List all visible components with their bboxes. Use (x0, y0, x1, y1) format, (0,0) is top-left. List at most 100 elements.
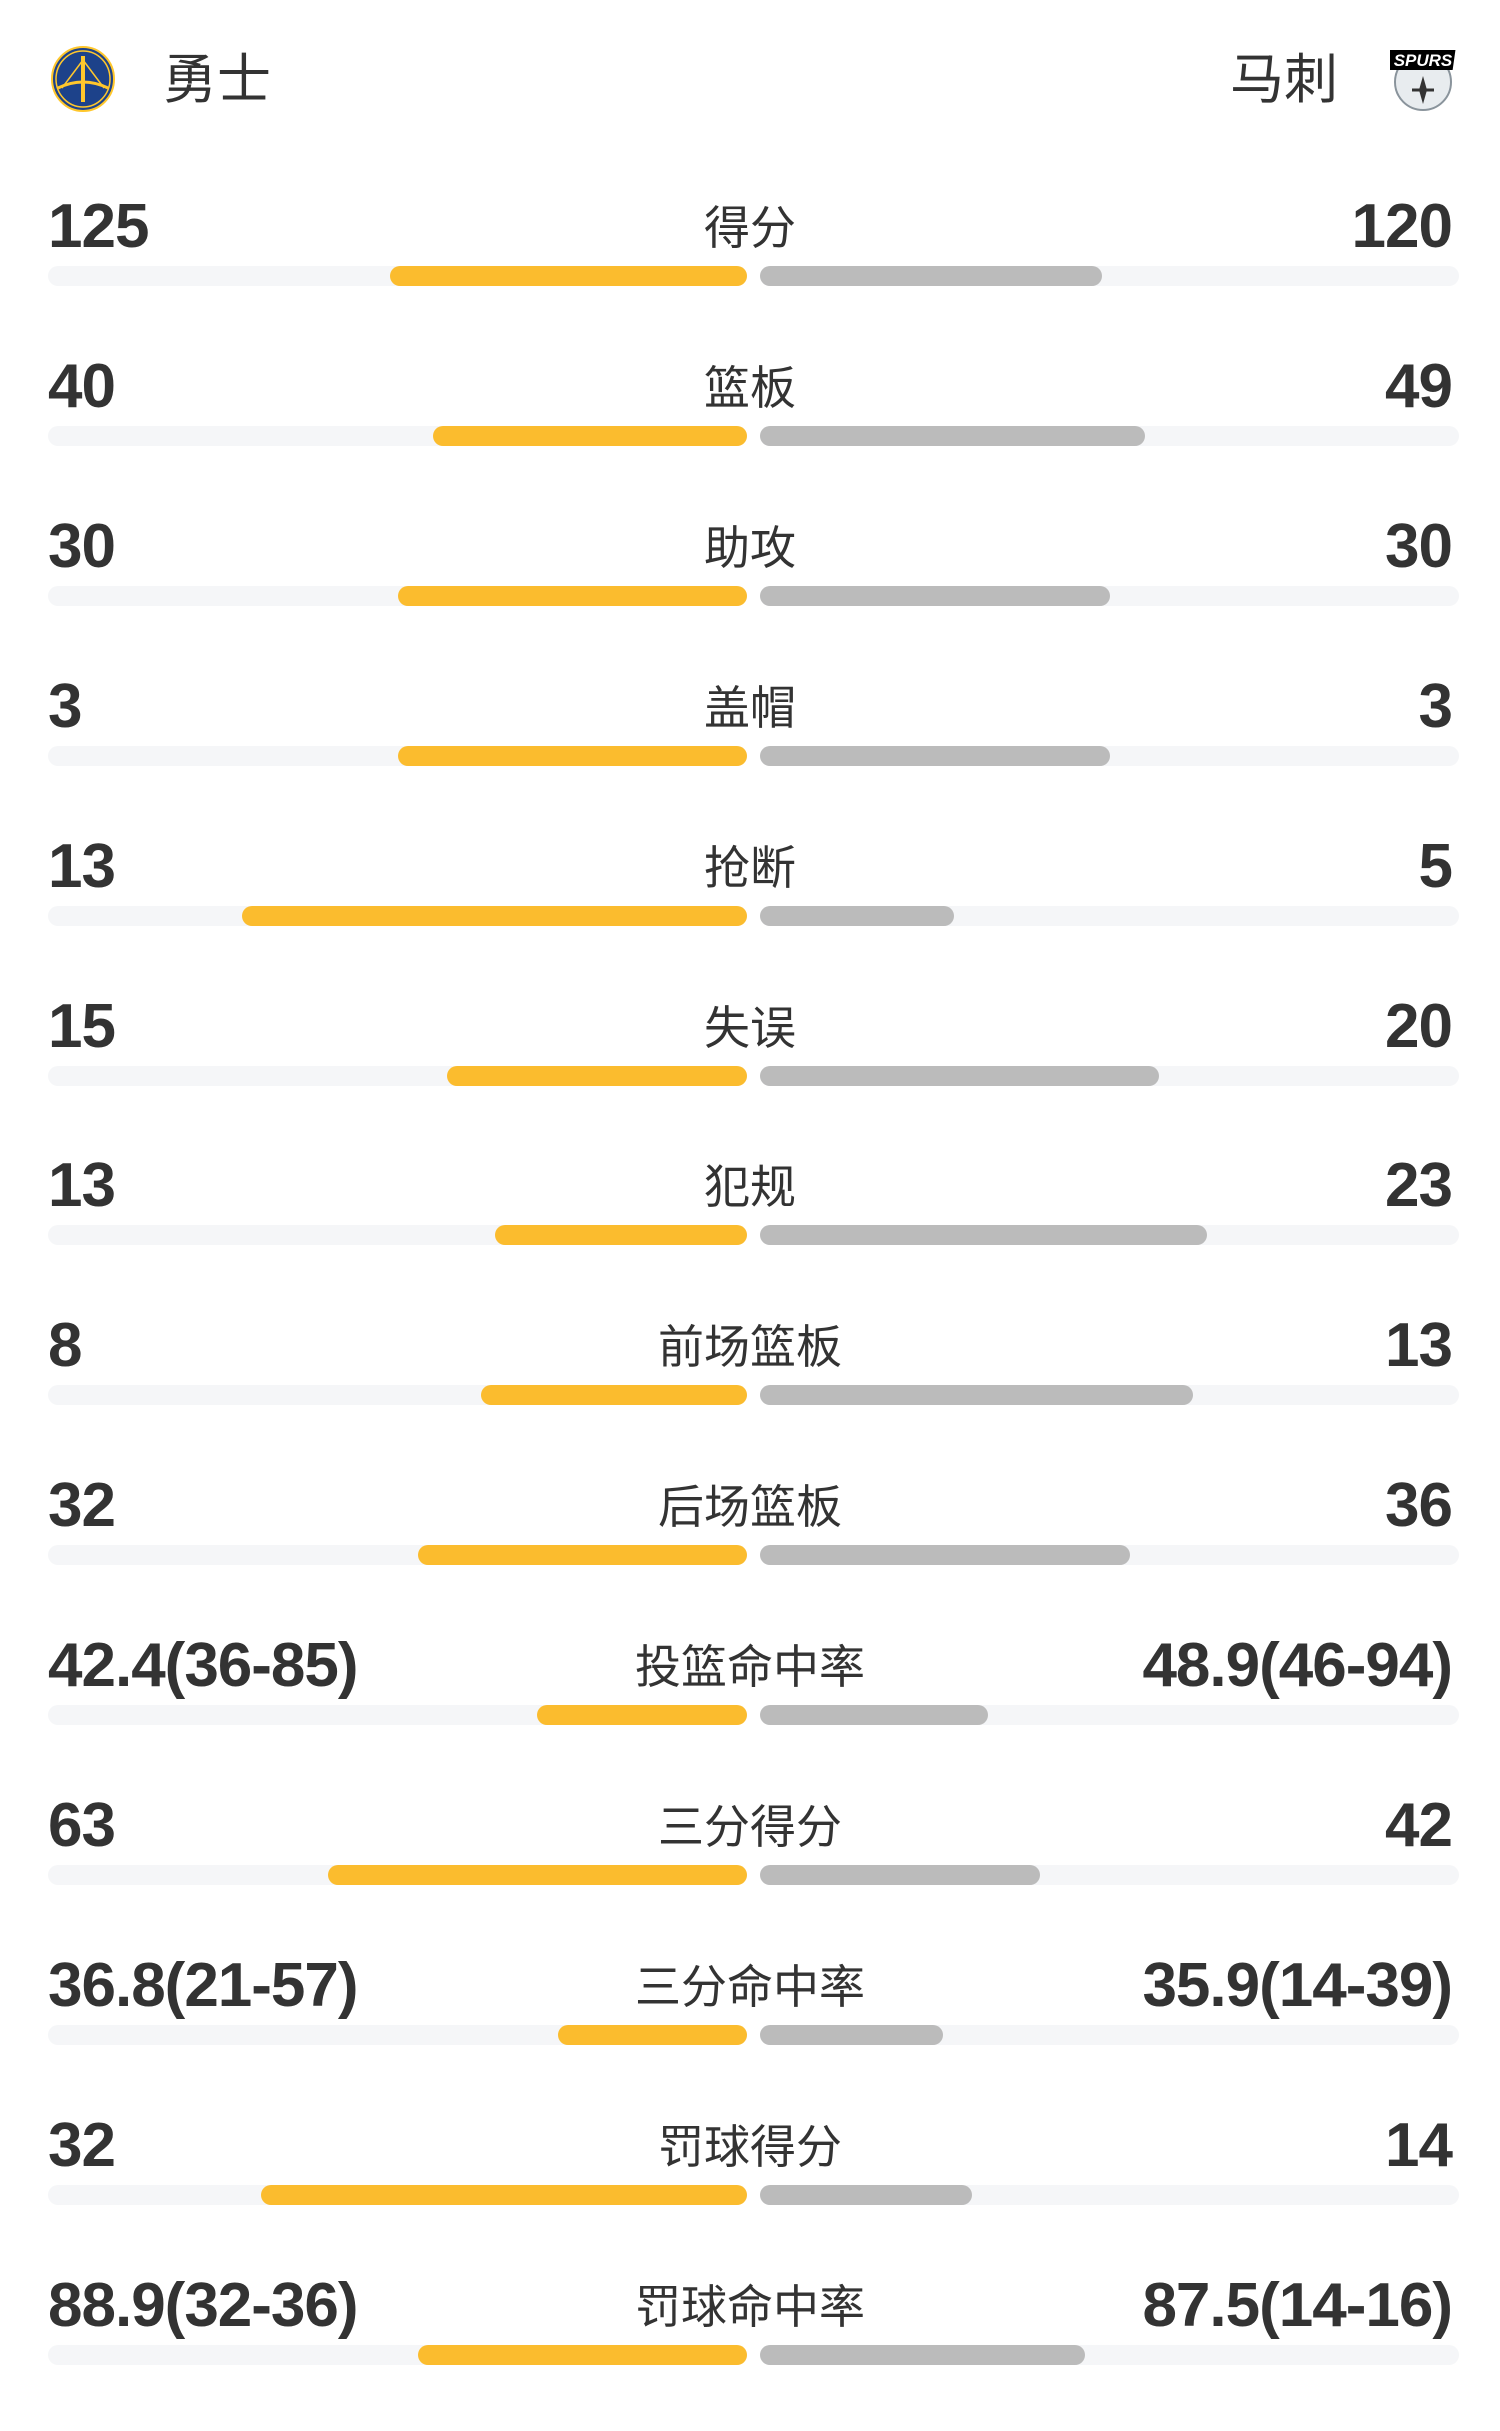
stat-label: 篮板 (704, 361, 796, 414)
home-value: 13 (48, 831, 116, 901)
away-bar-track (760, 1385, 1459, 1406)
away-value: 42 (1385, 1791, 1453, 1860)
away-bar-fill (760, 1065, 1160, 1086)
home-bar-track (48, 1065, 747, 1086)
home-value: 63 (48, 1791, 116, 1860)
home-bar-track (48, 425, 747, 446)
stat-label: 三分得分 (658, 1801, 842, 1853)
home-value: 13 (48, 1151, 116, 1221)
home-bar-track (48, 2024, 747, 2045)
stat-row: 13 抢断 5 (0, 832, 1500, 992)
home-bar-fill (260, 2184, 747, 2205)
away-bar-track (760, 425, 1459, 446)
away-value: 3 (1418, 671, 1453, 741)
away-value: 20 (1385, 991, 1453, 1061)
home-bar-track (48, 266, 747, 286)
away-team-name: 马刺 (1230, 50, 1338, 110)
home-bar-fill (447, 1065, 747, 1086)
away-bar-fill (760, 585, 1110, 606)
stat-label: 投篮命中率 (635, 1641, 865, 1694)
away-bar-fill (760, 1225, 1207, 1246)
stat-row: 42.4(36-85) 投篮命中率 48.9(46-94) (0, 1631, 1500, 1791)
stat-label: 后场篮板 (658, 1481, 842, 1534)
away-value: 120 (1351, 192, 1453, 261)
stat-row: 30 助攻 30 (0, 512, 1500, 672)
home-team-name: 勇士 (163, 50, 271, 110)
stat-row: 32 后场篮板 36 (0, 1471, 1500, 1631)
home-value: 88.9(32-36) (48, 2270, 359, 2340)
home-value: 42.4(36-85) (48, 1631, 359, 1701)
away-value: 30 (1385, 511, 1453, 581)
stat-row: 13 犯规 23 (0, 1151, 1500, 1311)
home-bar-track (48, 2184, 747, 2205)
home-bar-fill (537, 1705, 747, 1726)
away-bar-track (760, 1865, 1459, 1885)
home-bar-fill (242, 905, 747, 926)
away-bar-fill (760, 1865, 1040, 1885)
away-bar-track (760, 2344, 1459, 2365)
away-value: 49 (1385, 351, 1453, 421)
home-value: 40 (48, 351, 116, 421)
home-bar-fill (480, 1385, 747, 1406)
home-bar-fill (494, 1225, 747, 1246)
away-bar-fill (760, 2024, 944, 2045)
stat-label: 盖帽 (704, 681, 796, 734)
home-bar-track (48, 585, 747, 606)
home-value: 32 (48, 2110, 116, 2180)
home-value: 8 (48, 1311, 82, 1381)
home-bar-fill (417, 2344, 747, 2365)
home-value: 32 (48, 1471, 116, 1541)
stat-label: 三分命中率 (635, 1960, 865, 2013)
away-value: 5 (1418, 831, 1453, 901)
stat-label: 罚球命中率 (635, 2280, 865, 2333)
home-bar-fill (397, 745, 747, 766)
home-bar-track (48, 745, 747, 766)
away-value: 35.9(14-39) (1142, 1950, 1453, 2020)
home-value: 125 (48, 192, 149, 261)
away-bar-track (760, 2024, 1459, 2045)
away-bar-fill (760, 745, 1110, 766)
spurs-logo-icon[interactable]: SPURS (1390, 46, 1456, 112)
away-bar-fill (760, 1705, 988, 1726)
away-bar-fill (760, 1385, 1193, 1406)
stat-label: 抢断 (704, 841, 796, 894)
away-value: 87.5(14-16) (1142, 2270, 1453, 2340)
warriors-logo-icon[interactable] (50, 46, 116, 112)
home-value: 3 (48, 671, 82, 741)
stat-label: 得分 (704, 202, 796, 254)
stat-label: 犯规 (704, 1161, 796, 1214)
away-value: 13 (1385, 1311, 1453, 1381)
stat-row: 15 失误 20 (0, 992, 1500, 1152)
stat-row: 125 得分 120 (0, 192, 1500, 352)
away-bar-track (760, 2184, 1459, 2205)
team-header: 勇士 马刺 SPURS (0, 0, 1500, 160)
stat-label: 失误 (704, 1001, 796, 1054)
home-value: 30 (48, 511, 116, 581)
home-bar-track (48, 2344, 747, 2365)
home-value: 15 (48, 991, 116, 1061)
away-bar-fill (760, 905, 955, 926)
stat-row: 8 前场篮板 13 (0, 1311, 1500, 1471)
spurs-logo-text: SPURS (1394, 51, 1453, 70)
home-bar-track (48, 1865, 747, 1885)
stat-label: 前场篮板 (658, 1321, 842, 1374)
stat-row: 36.8(21-57) 三分命中率 35.9(14-39) (0, 1951, 1500, 2111)
stat-label: 助攻 (704, 521, 796, 574)
home-bar-track (48, 1545, 747, 1566)
away-bar-fill (760, 2184, 973, 2205)
away-value: 14 (1385, 2110, 1453, 2180)
stat-row: 3 盖帽 3 (0, 672, 1500, 832)
away-bar-track (760, 1545, 1459, 1566)
away-bar-track (760, 1065, 1459, 1086)
away-bar-track (760, 1225, 1459, 1246)
away-bar-track (760, 1705, 1459, 1726)
home-bar-fill (557, 2024, 747, 2045)
home-bar-fill (397, 585, 747, 606)
home-bar-track (48, 905, 747, 926)
away-bar-fill (760, 425, 1146, 446)
away-bar-track (760, 905, 1459, 926)
home-bar-fill (389, 266, 747, 286)
away-bar-fill (760, 266, 1102, 286)
away-bar-fill (760, 1545, 1130, 1566)
home-value: 36.8(21-57) (48, 1950, 359, 2020)
